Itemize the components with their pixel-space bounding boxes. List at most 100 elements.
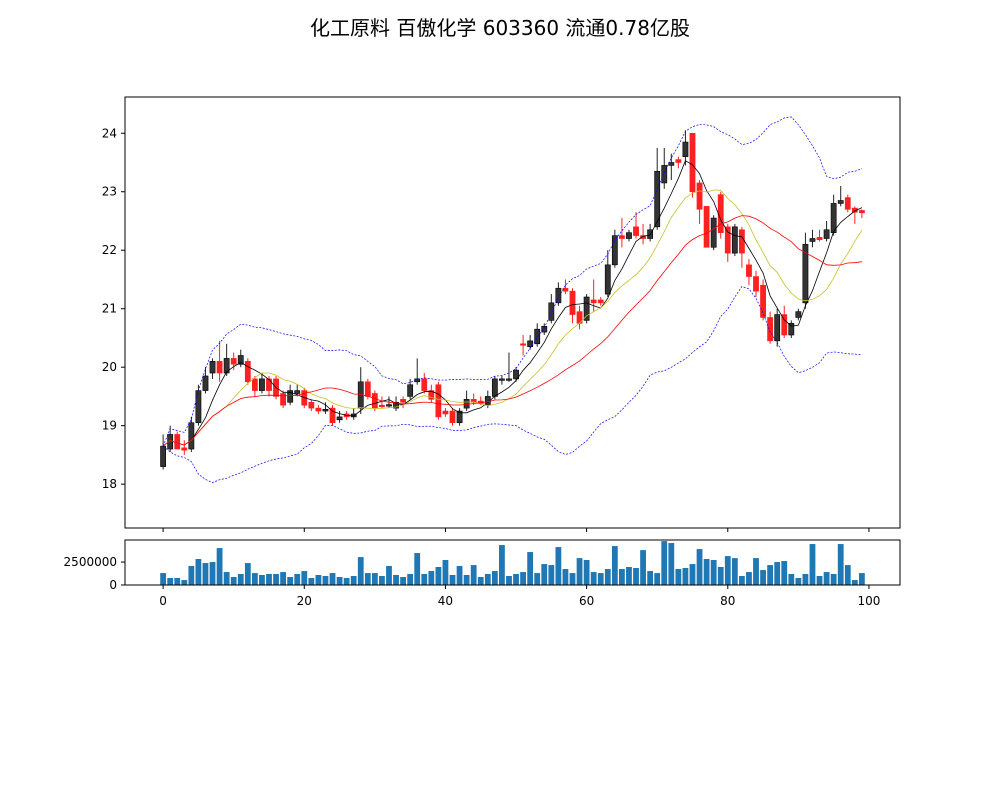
candle-body — [604, 264, 611, 295]
x-tick-label: 60 — [579, 594, 594, 608]
volume-bar — [569, 573, 576, 585]
candle-body — [329, 407, 336, 424]
volume-bar — [449, 574, 456, 585]
volume-bar — [477, 577, 484, 585]
candle-body — [336, 416, 343, 421]
volume-bar — [386, 565, 392, 585]
candle-body — [619, 235, 625, 239]
volume-bar — [809, 544, 816, 585]
candle-body — [216, 361, 223, 374]
candle-body — [844, 197, 851, 210]
candle-body — [407, 384, 414, 397]
volume-bar — [188, 565, 195, 585]
volume-bar — [654, 573, 661, 585]
volume-bar — [675, 569, 682, 585]
x-tick-label: 0 — [159, 594, 167, 608]
candle-body — [746, 264, 752, 277]
candle-body — [654, 170, 661, 228]
volume-bar — [590, 572, 597, 585]
volume-bar — [753, 558, 759, 585]
volume-bar — [244, 563, 251, 585]
candle-body — [724, 226, 731, 254]
volume-bar — [633, 568, 639, 585]
volume-bar — [661, 541, 668, 585]
candle-body — [223, 358, 230, 374]
volume-bar — [513, 573, 519, 585]
candle-body — [527, 340, 534, 348]
candle-body — [506, 378, 512, 381]
volume-bar — [724, 556, 731, 585]
volume-bar — [174, 578, 181, 585]
candle-body — [386, 404, 392, 407]
candle-body — [738, 229, 745, 254]
volume-bar — [816, 576, 823, 585]
y-tick-label: 23 — [102, 185, 117, 199]
volume-bar — [322, 576, 329, 585]
candle-body — [400, 399, 406, 403]
candle-body — [809, 238, 816, 242]
volume-bar — [717, 567, 724, 585]
candle-body — [308, 401, 315, 409]
volume-bar — [696, 549, 703, 585]
candle-body — [513, 369, 519, 380]
candle-body — [788, 323, 795, 336]
volume-bar — [731, 558, 738, 585]
candle-body — [421, 378, 428, 391]
volume-bar — [795, 578, 802, 585]
candle-body — [364, 381, 371, 397]
candle-body — [703, 206, 710, 248]
candle-body — [795, 311, 802, 318]
candle-body — [802, 244, 809, 304]
volume-bar — [837, 544, 844, 585]
volume-bar — [287, 577, 294, 585]
candle-body — [499, 378, 505, 381]
candle-body — [379, 404, 385, 407]
volume-bar — [682, 568, 689, 585]
volume-bar — [407, 573, 414, 585]
volume-bar — [237, 573, 244, 585]
volume-bar — [541, 564, 548, 585]
volume-bar — [858, 573, 865, 585]
x-tick-label: 20 — [297, 594, 312, 608]
volume-bar — [760, 570, 766, 585]
volume-bar — [273, 573, 279, 585]
volume-bar — [823, 572, 830, 585]
volume-bar — [350, 576, 357, 585]
volume-bar — [597, 573, 604, 585]
candle-body — [160, 445, 167, 467]
candle-body — [322, 408, 329, 412]
volume-bar — [259, 574, 265, 585]
candle-body — [611, 235, 618, 266]
volume-bar — [202, 563, 209, 585]
volume-bar — [611, 546, 618, 585]
volume-bar — [576, 558, 583, 585]
candle-body — [393, 401, 399, 409]
volume-bar — [619, 569, 625, 585]
volume-bar — [604, 569, 611, 585]
volume-bar — [357, 557, 364, 585]
candle-body — [259, 378, 265, 391]
volume-bar — [491, 571, 498, 585]
volume-bar — [400, 577, 406, 585]
candle-body — [640, 235, 646, 239]
volume-bar — [251, 573, 258, 585]
candle-body — [209, 361, 216, 374]
candle-body — [230, 358, 237, 365]
volume-bar — [223, 572, 230, 585]
volume-bar — [160, 573, 167, 585]
volume-bar — [844, 565, 851, 585]
volume-bar — [216, 548, 223, 585]
candle-body — [266, 378, 272, 391]
volume-bar — [329, 573, 336, 585]
candle-body — [774, 314, 781, 342]
candle-body — [675, 159, 682, 163]
y-tick-label: 21 — [102, 302, 117, 316]
volume-bar — [703, 559, 710, 585]
candle-body — [696, 182, 703, 210]
candle-body — [534, 328, 541, 345]
volume-bar — [738, 576, 745, 585]
candle-body — [626, 232, 632, 239]
candle-body — [717, 194, 724, 233]
candle-body — [541, 325, 548, 333]
y-tick-label: 19 — [102, 419, 117, 433]
